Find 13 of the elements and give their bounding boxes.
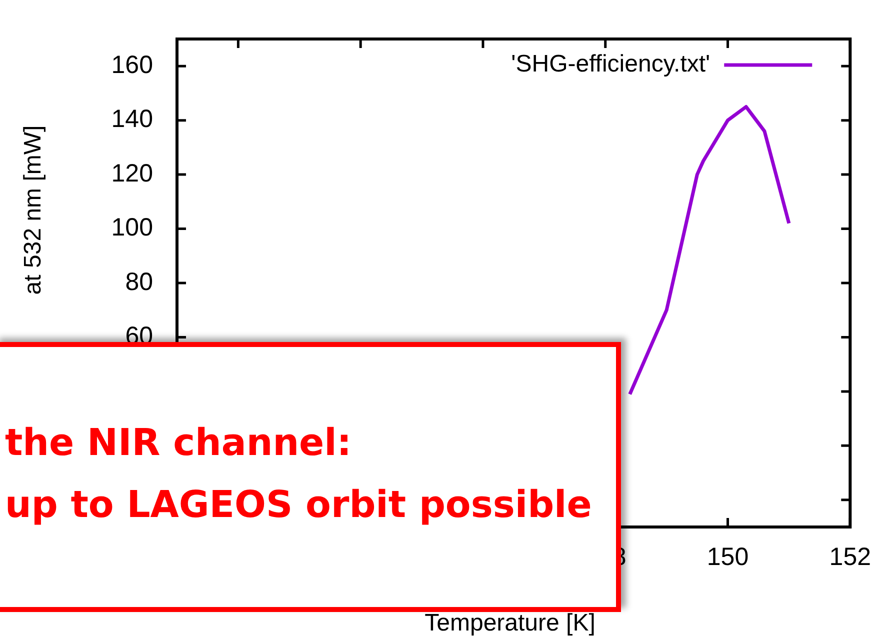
y-tick-label: 80	[125, 268, 153, 296]
annotation: the NIR channel:	[5, 421, 352, 464]
legend-label: 'SHG-efficiency.txt'	[511, 50, 710, 78]
x-tick-label: 150	[706, 542, 749, 571]
y-tick-label: 140	[111, 105, 153, 134]
y-tick-label: 120	[111, 159, 153, 188]
y-tick-label: 160	[111, 51, 153, 79]
y-tick-label: 100	[111, 214, 153, 242]
callout-box: the NIR channel: up to LAGEOS orbit possible	[0, 342, 621, 612]
x-axis-title: Temperature [K]	[424, 610, 596, 636]
x-tick-label: 152	[829, 542, 872, 571]
annotation: up to LAGEOS orbit possible	[5, 483, 592, 526]
y-axis-title: at 532 nm [mW]	[20, 125, 47, 295]
